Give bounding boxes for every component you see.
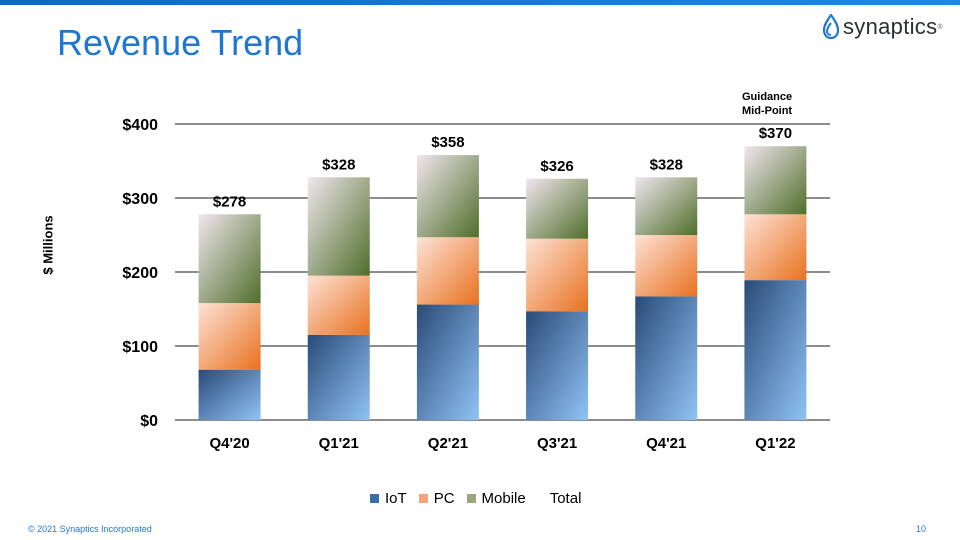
bar-segment-pc	[744, 214, 807, 281]
grid-lines	[175, 123, 830, 421]
page-title: Revenue Trend	[57, 22, 304, 63]
bar-segment-mobile	[307, 177, 370, 276]
bar-segment-iot	[744, 280, 807, 420]
y-tick-label: $300	[122, 191, 158, 208]
y-tick-label: $100	[122, 339, 158, 356]
bar-segment-iot	[198, 369, 261, 420]
bar-segment-mobile	[526, 178, 589, 239]
x-tick-label: Q4'21	[646, 435, 686, 452]
logo-wordmark: synaptics	[843, 14, 938, 39]
legend-label-mobile: Mobile	[481, 490, 526, 507]
y-tick-label: $0	[140, 413, 158, 430]
legend-label-pc: PC	[433, 490, 455, 507]
legend-swatch-mobile	[466, 494, 476, 503]
x-tick-label: Q1'22	[755, 435, 795, 452]
total-data-label: $278	[213, 193, 246, 210]
legend-swatch-pc	[418, 494, 428, 503]
total-data-label: $328	[650, 156, 683, 173]
guidance-line-2: Mid-Point	[742, 105, 793, 117]
guidance-note: Guidance Mid-Point	[742, 90, 792, 118]
legend-item-iot: IoT	[370, 490, 407, 507]
logo-trademark: ®	[937, 23, 943, 31]
legend-label-iot: IoT	[385, 490, 407, 507]
page-number: 10	[916, 524, 927, 534]
chart-legend: IoT PC Mobile Total	[370, 490, 593, 507]
bar-segment-pc	[307, 275, 370, 335]
bar-segment-pc	[198, 303, 261, 370]
bar-segment-mobile	[744, 146, 807, 215]
legend-item-mobile: Mobile	[466, 490, 526, 507]
legend-item-total: Total	[550, 490, 582, 507]
total-data-label: $328	[322, 156, 355, 173]
y-tick-label: $400	[122, 117, 158, 134]
x-tick-label: Q2'21	[428, 435, 468, 452]
bar-segment-iot	[416, 304, 479, 420]
y-tick-label: $200	[122, 265, 158, 282]
bar-segment-mobile	[416, 155, 479, 238]
legend-item-pc: PC	[418, 490, 455, 507]
bar-segment-mobile	[198, 214, 261, 304]
bar-segment-iot	[635, 296, 698, 420]
legend-label-total: Total	[549, 490, 582, 507]
guidance-line-1: Guidance	[742, 91, 793, 103]
bar-segment-pc	[526, 238, 589, 312]
synaptics-logo: synaptics ®	[822, 12, 943, 42]
legend-swatch-iot	[370, 494, 379, 503]
bar-segment-iot	[307, 334, 370, 420]
labels: $0 $100 $200 $300 $400 $278 Q4'20 $328 Q1'21 $358…	[122, 117, 795, 452]
bar-segment-mobile	[635, 177, 698, 235]
x-tick-label: Q3'21	[537, 435, 577, 452]
total-data-label: $370	[759, 125, 792, 142]
x-tick-label: Q1'21	[319, 435, 359, 452]
x-tick-label: Q4'20	[209, 435, 249, 452]
top-accent-bar	[0, 0, 960, 5]
bar-segment-iot	[526, 311, 589, 420]
bars	[198, 146, 807, 420]
footer-copyright: © 2021 Synaptics Incorporated	[28, 524, 152, 534]
bar-segment-pc	[635, 235, 698, 297]
total-data-label: $326	[540, 158, 573, 175]
bar-segment-pc	[416, 237, 479, 305]
synaptics-logo-icon	[822, 14, 840, 40]
total-data-label: $358	[431, 134, 464, 151]
